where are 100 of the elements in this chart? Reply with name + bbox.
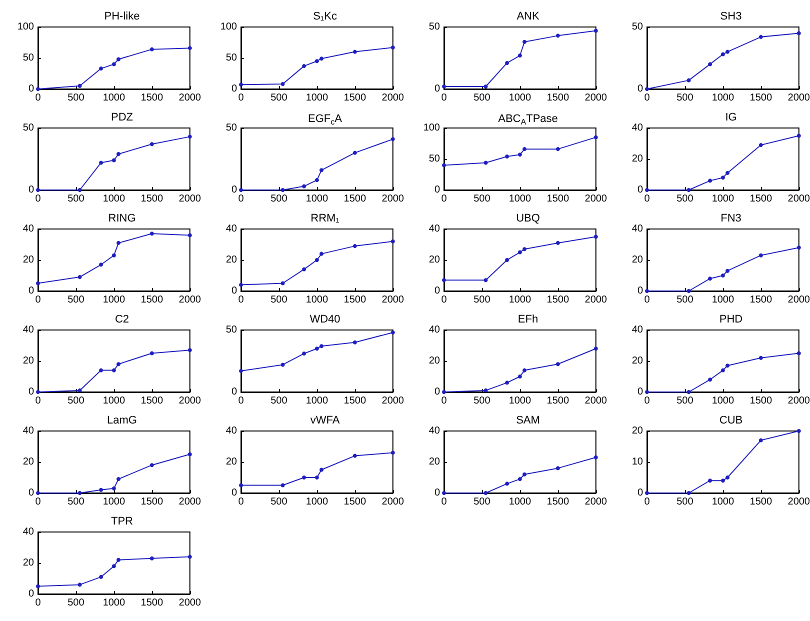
point: [758, 438, 763, 442]
x-tick-label: 1000: [306, 396, 328, 406]
point: [314, 346, 319, 351]
x-tick-label: 500: [474, 396, 491, 406]
y-tick-label: 40: [632, 324, 644, 336]
y-tick-label: 0: [231, 386, 238, 398]
point: [720, 52, 725, 56]
chart-title: TPR: [111, 516, 134, 528]
point: [112, 253, 116, 258]
point: [314, 178, 319, 182]
chart-title: SAM: [516, 414, 540, 426]
point: [484, 491, 488, 495]
point: [442, 163, 446, 168]
point: [442, 278, 446, 282]
point: [522, 368, 526, 372]
point: [99, 574, 104, 579]
point: [99, 262, 104, 267]
point: [188, 348, 192, 352]
x-tick-label: 500: [68, 194, 85, 204]
chart-title: CUB: [719, 414, 743, 426]
x-tick-label: 1000: [306, 496, 328, 508]
point: [78, 84, 82, 88]
point: [320, 252, 324, 256]
x-tick-label: 1500: [546, 92, 570, 104]
y-tick-label: 20: [226, 254, 238, 266]
point: [302, 64, 306, 68]
point: [188, 46, 192, 50]
x-tick-label: 1500: [750, 294, 772, 306]
point: [78, 491, 82, 495]
y-tick-label: 40: [428, 426, 440, 436]
point: [239, 282, 243, 287]
y-tick-label: 0: [28, 184, 34, 196]
x-tick-label: 500: [676, 92, 694, 104]
point: [320, 56, 324, 61]
point: [320, 344, 324, 348]
y-tick-label: 40: [428, 224, 440, 234]
x-tick-label: 1000: [508, 92, 532, 104]
x-tick-label: 500: [68, 496, 85, 508]
x-tick-label: 0: [644, 194, 650, 204]
x-tick-label: 1500: [546, 294, 570, 306]
point: [99, 66, 104, 71]
point: [78, 388, 82, 392]
point: [522, 472, 526, 476]
x-tick-label: 1500: [140, 294, 164, 306]
point: [302, 352, 306, 356]
point: [116, 152, 120, 156]
point: [78, 188, 82, 192]
y-tick-label: 0: [637, 84, 644, 94]
y-tick-label: 0: [434, 184, 440, 196]
point: [708, 276, 712, 281]
x-tick-label: 2000: [382, 294, 404, 306]
x-tick-label: 0: [441, 194, 448, 204]
chart-title: PH-like: [104, 10, 140, 22]
point: [150, 463, 154, 468]
point: [390, 239, 395, 244]
y-tick-label: 0: [434, 386, 440, 398]
point: [320, 468, 324, 472]
chart-title: vWFA: [310, 414, 340, 426]
point: [99, 368, 104, 372]
point: [239, 368, 243, 373]
point: [116, 558, 120, 562]
y-tick-label: 40: [22, 224, 34, 234]
y-tick-label: 0: [28, 488, 34, 498]
point: [708, 62, 712, 66]
x-tick-label: 500: [270, 496, 288, 508]
x-tick-label: 2000: [382, 396, 404, 406]
x-tick-label: 0: [441, 396, 448, 406]
x-tick-label: 2000: [788, 92, 810, 104]
point: [112, 564, 116, 568]
point: [116, 477, 120, 482]
point: [686, 78, 691, 82]
x-tick-label: 1500: [344, 194, 366, 204]
x-tick-label: 500: [676, 496, 694, 508]
point: [314, 258, 319, 262]
point: [280, 281, 285, 286]
point: [188, 233, 192, 238]
x-tick-label: 1000: [102, 396, 126, 406]
x-tick-label: 1500: [140, 92, 164, 104]
point: [594, 346, 598, 351]
y-tick-label: 0: [28, 286, 34, 296]
point: [150, 232, 154, 236]
point: [726, 170, 730, 175]
y-tick-label: 40: [632, 224, 644, 234]
y-tick-label: 50: [428, 22, 440, 32]
x-tick-label: 0: [35, 294, 42, 306]
point: [505, 380, 510, 385]
x-tick-label: 1500: [344, 496, 366, 508]
point: [594, 135, 598, 140]
x-tick-label: 0: [35, 598, 42, 608]
y-tick-label: 40: [226, 426, 238, 436]
y-tick-label: 20: [428, 456, 440, 468]
x-tick-label: 1000: [102, 294, 126, 306]
x-tick-label: 2000: [584, 294, 608, 306]
point: [352, 244, 357, 248]
x-tick-label: 0: [238, 92, 244, 104]
x-tick-label: 500: [270, 396, 288, 406]
point: [708, 378, 712, 382]
chart-title: WD40: [310, 314, 340, 326]
point: [314, 476, 319, 480]
y-tick-label: 100: [423, 122, 440, 134]
